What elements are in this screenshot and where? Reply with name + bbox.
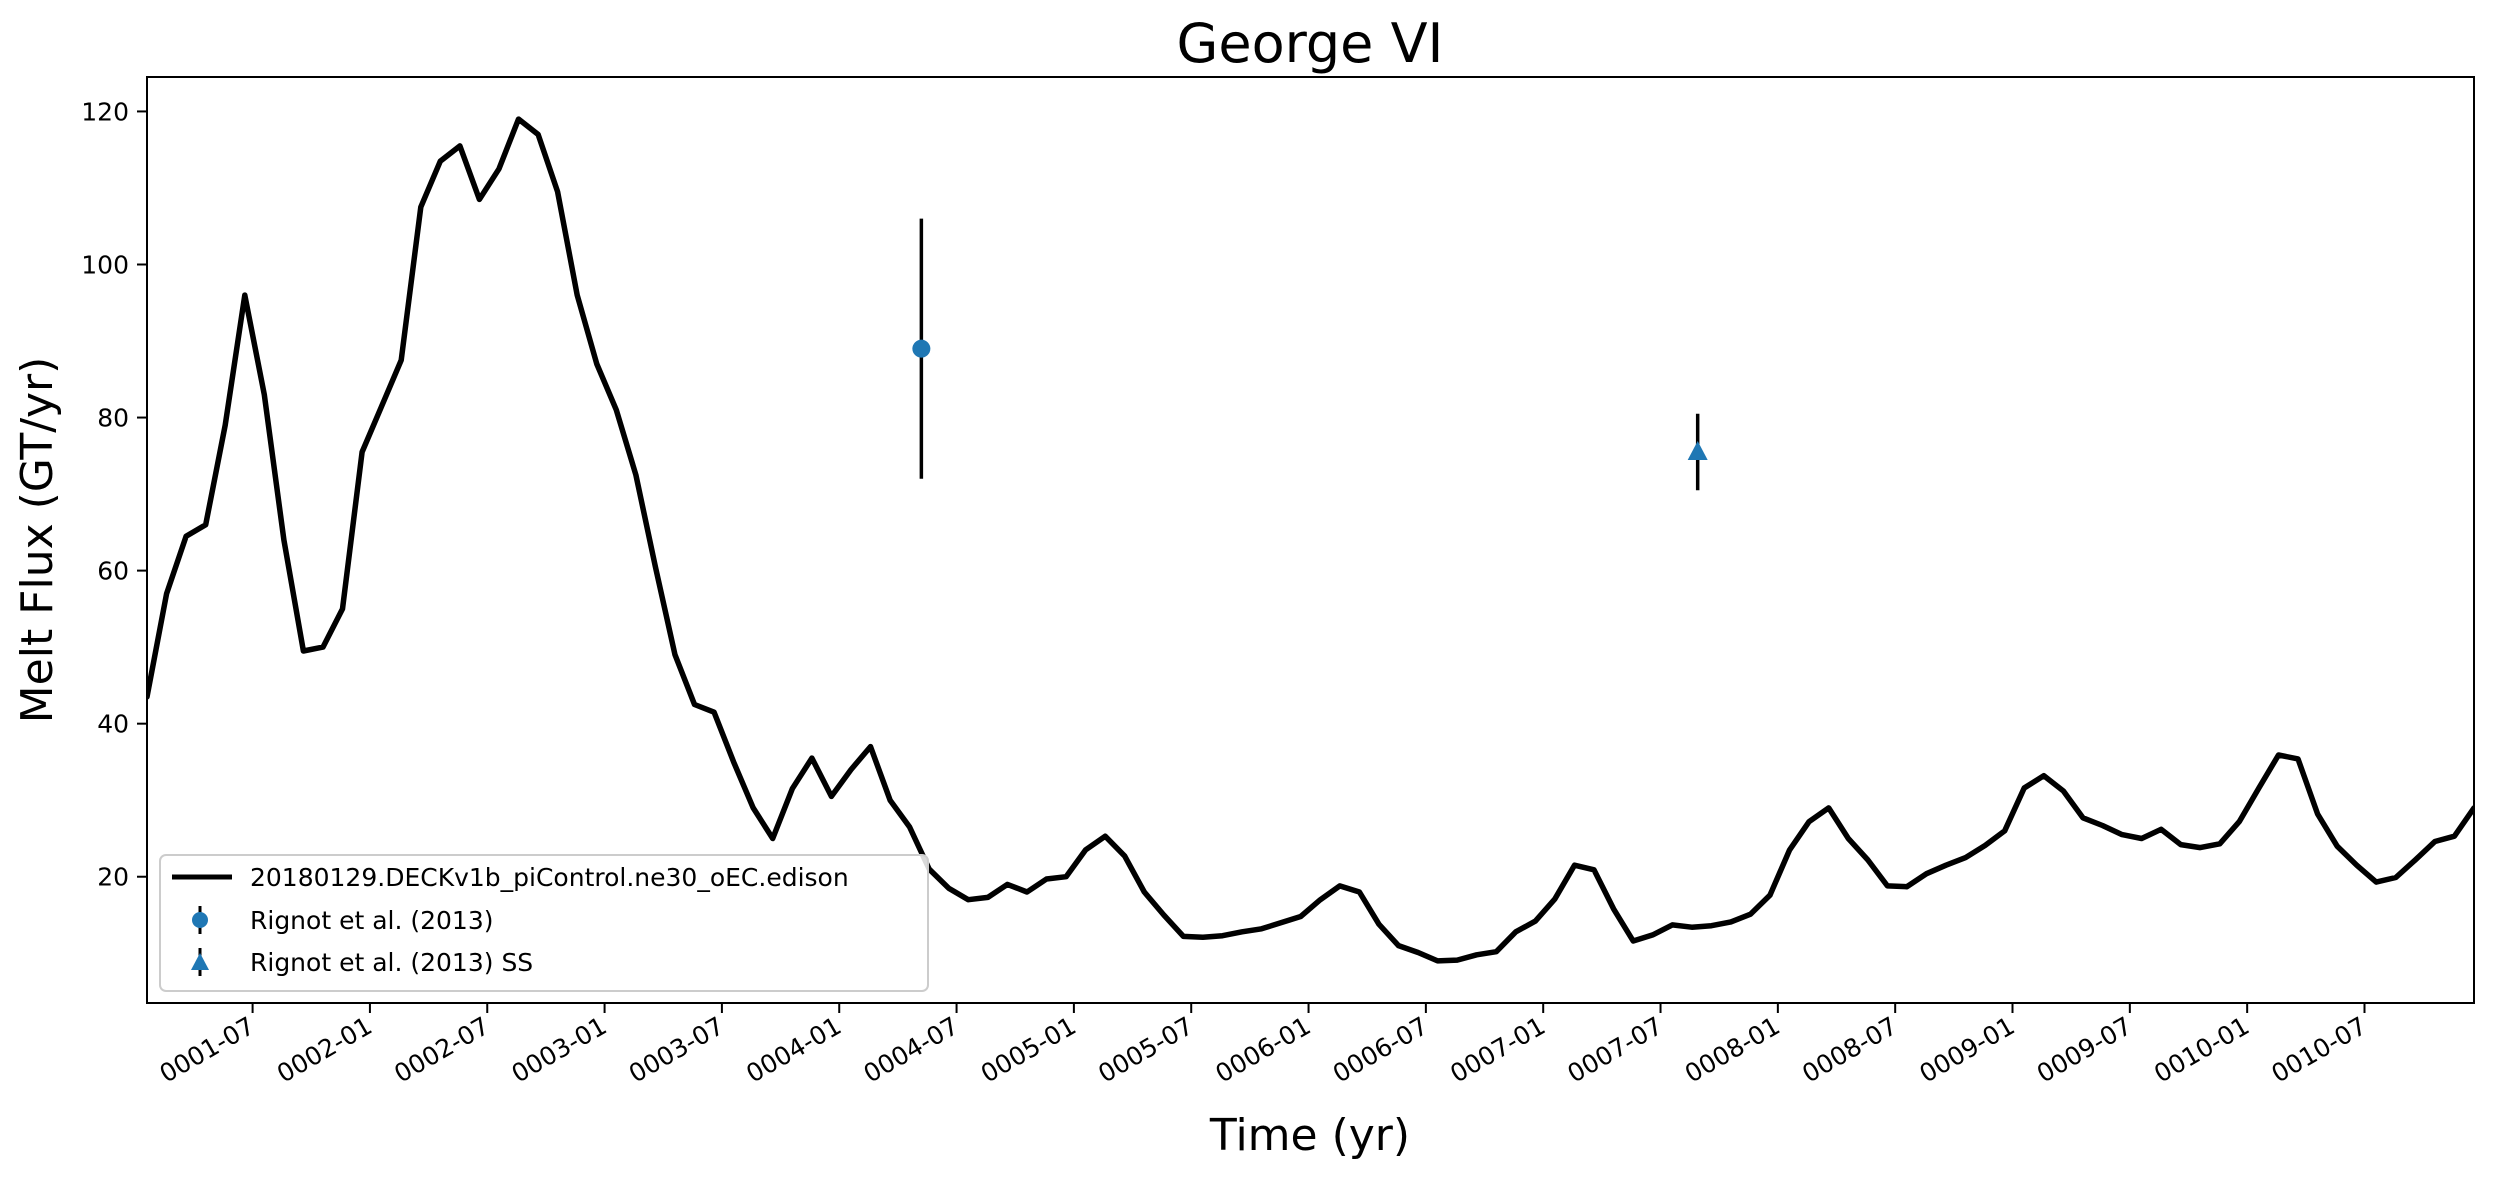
y-tick-label: 40 [97,710,129,739]
x-tick-label: 0002-01 [272,1011,377,1088]
x-tick-label: 0008-01 [1680,1011,1785,1088]
x-tick-label: 0004-01 [741,1011,846,1088]
x-tick-label: 0002-07 [389,1011,494,1088]
observation-circle-marker [912,339,931,358]
legend-entry-rignot-ss: Rignot et al. (2013) SS [250,948,533,977]
x-tick-label: 0010-07 [2267,1011,2372,1088]
x-tick-label: 0007-07 [1563,1011,1668,1088]
x-tick-label: 0006-07 [1328,1011,1433,1088]
observations-layer [912,218,1708,491]
y-tick-label: 120 [81,97,129,126]
x-tick-label: 0006-01 [1211,1011,1316,1088]
x-tick-label: 0003-07 [624,1011,729,1088]
y-axis: 20 40 60 80 100 120 [81,97,147,892]
legend: 20180129.DECKv1b_piControl.ne30_oEC.edis… [159,854,929,992]
y-tick-label: 20 [97,863,129,892]
x-tick-label: 0007-01 [1445,1011,1550,1088]
x-axis: 0001-07 0002-01 0002-07 0003-01 0003-07 0004-… [155,1003,2372,1088]
y-tick-label: 60 [97,557,129,586]
y-tick-label: 80 [97,404,129,433]
x-tick-label: 0004-07 [859,1011,964,1088]
model-series-line [147,116,2474,964]
x-tick-label: 0009-01 [1915,1011,2020,1088]
x-tick-label: 0009-07 [2032,1011,2137,1088]
y-axis-label: Melt Flux (GT/yr) [12,357,63,724]
observation-triangle-marker [1687,440,1708,460]
series-layer [147,116,2474,964]
legend-entry-rignot: Rignot et al. (2013) [250,906,494,935]
x-tick-label: 0001-07 [155,1011,260,1088]
legend-entry-model: 20180129.DECKv1b_piControl.ne30_oEC.edis… [250,863,849,892]
x-tick-label: 0010-01 [2149,1011,2254,1088]
legend-triangle-marker [191,953,209,970]
chart-title: George VI [1177,12,1444,75]
plot-frame [146,76,2475,1004]
x-tick-label: 0005-07 [1093,1011,1198,1088]
x-axis-label: Time (yr) [1209,1110,1410,1161]
x-tick-label: 0003-01 [507,1011,612,1088]
x-tick-label: 0005-01 [976,1011,1081,1088]
legend-box [159,854,929,992]
x-tick-label: 0008-07 [1797,1011,1902,1088]
y-tick-label: 100 [81,250,129,279]
legend-circle-marker [192,912,208,928]
